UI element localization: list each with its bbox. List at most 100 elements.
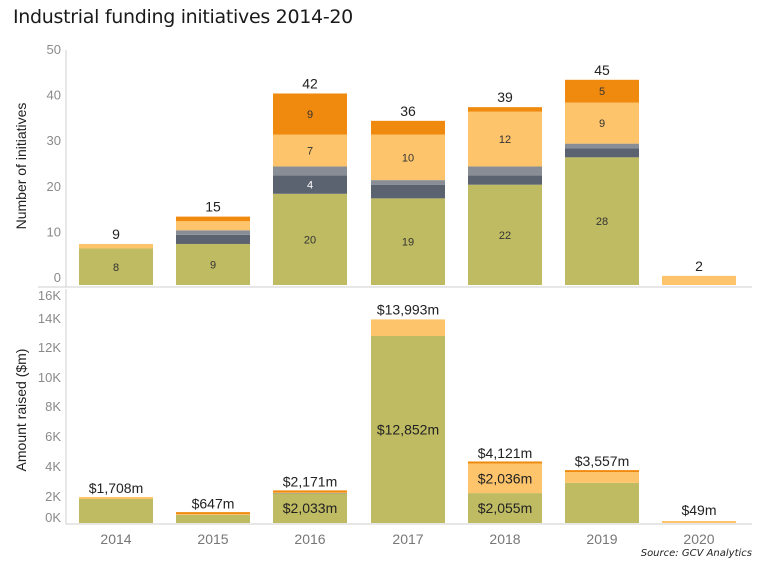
- y-tick-label: 20: [47, 179, 61, 194]
- bar-segment: [273, 493, 347, 523]
- bar-total-label: 42: [302, 75, 318, 91]
- bar-segment: [176, 230, 250, 235]
- bar-segment: [468, 493, 542, 523]
- bar-segment: [273, 175, 347, 194]
- bar-segment: [371, 198, 445, 285]
- bar-segment: [176, 512, 250, 515]
- x-tick-label: 2015: [197, 531, 228, 547]
- bar-segment: [565, 79, 639, 103]
- segment-value-label: 9: [307, 109, 313, 121]
- y-tick-label: 30: [47, 133, 61, 148]
- bar-segment: [273, 134, 347, 167]
- bar-segment: [371, 120, 445, 135]
- x-tick-label: 2017: [392, 531, 423, 547]
- x-tick-label: 2014: [100, 531, 131, 547]
- bar-segment: [176, 243, 250, 285]
- y-tick-label: 10: [47, 224, 61, 239]
- bar-total-label: 2: [695, 258, 703, 274]
- bar-total-label: 36: [400, 103, 416, 119]
- bar-segment: [273, 93, 347, 135]
- bar-segment: [565, 470, 639, 473]
- bar-segment: [468, 461, 542, 464]
- bar-total-label: 9: [112, 226, 120, 242]
- bar-segment: [565, 143, 639, 149]
- bar-segment: [565, 102, 639, 144]
- y-tick-label: 0K: [45, 510, 61, 525]
- segment-value-label: $2,055m: [478, 500, 532, 516]
- source-note: Source: GCV Analytics: [640, 548, 752, 559]
- segment-value-label: $12,852m: [377, 422, 439, 438]
- segment-value-label: 19: [402, 237, 414, 249]
- bar-total-label: $647m: [192, 496, 235, 512]
- y-axis-label: Number of initiatives: [13, 103, 29, 230]
- bar-total-label: 39: [497, 89, 513, 105]
- x-tick-label: 2019: [586, 531, 617, 547]
- segment-value-label: 20: [304, 234, 316, 246]
- amount-chart: 0K 2K 4K 6K 8K 10K 12K 14K 16K Amount raised ($m)…: [13, 288, 752, 547]
- y-tick-label: 16K: [38, 288, 61, 303]
- bar-segment: [273, 490, 347, 493]
- segment-value-label: $2,033m: [283, 500, 337, 516]
- bar-segment: [273, 193, 347, 285]
- segment-value-label: 5: [599, 86, 605, 98]
- bar-segment: [176, 514, 250, 523]
- y-tick-label: 0: [54, 270, 61, 285]
- segment-value-label: 9: [599, 118, 605, 130]
- bar-segment: [662, 275, 736, 285]
- y-tick-label: 4K: [45, 459, 61, 474]
- bar-segment: [371, 134, 445, 181]
- segment-value-label: $2,036m: [478, 470, 532, 486]
- segment-value-label: 4: [307, 180, 313, 192]
- bar-total-label: $2,171m: [283, 473, 337, 489]
- bar-segment: [468, 184, 542, 285]
- bar-segment: [273, 166, 347, 176]
- bar-segment: [79, 248, 153, 285]
- y-tick-label: 10K: [38, 370, 61, 385]
- bar-segment: [468, 175, 542, 185]
- bar-segment: [468, 463, 542, 494]
- bar-segment: [371, 319, 445, 337]
- bar-segment: [176, 234, 250, 244]
- bar-segment: [565, 157, 639, 285]
- segment-value-label: 7: [307, 145, 313, 157]
- bar-segment: [662, 521, 736, 523]
- chart-title: Industrial funding initiatives 2014-20: [13, 6, 353, 28]
- segment-value-label: 12: [499, 134, 511, 146]
- segment-value-label: 22: [499, 230, 511, 242]
- bar-segment: [468, 111, 542, 167]
- bar-segment: [176, 221, 250, 231]
- y-axis-label: Amount raised ($m): [13, 349, 29, 472]
- segment-value-label: 10: [402, 152, 414, 164]
- y-tick-label: 8K: [45, 399, 61, 414]
- bar-total-label: $49m: [681, 502, 716, 518]
- y-tick-label: 12K: [38, 340, 61, 355]
- x-tick-label: 2016: [294, 531, 325, 547]
- bar-segment: [79, 498, 153, 523]
- bar-segment: [468, 107, 542, 112]
- bar-segment: [371, 180, 445, 185]
- y-tick-label: 40: [47, 88, 61, 103]
- segment-value-label: 9: [210, 259, 216, 271]
- y-tick-label: 2K: [45, 489, 61, 504]
- bar-segment: [468, 166, 542, 176]
- bar-total-label: $3,557m: [575, 453, 629, 469]
- bar-total-label: 15: [205, 199, 221, 215]
- bar-segment: [565, 472, 639, 483]
- bar-total-label: $13,993m: [377, 301, 439, 317]
- bar-total-label: $4,121m: [478, 445, 532, 461]
- y-tick-label: 6K: [45, 429, 61, 444]
- segment-value-label: 8: [113, 262, 119, 274]
- bar-total-label: 45: [594, 62, 610, 78]
- bar-segment: [79, 496, 153, 499]
- bar-segment: [565, 482, 639, 523]
- segment-value-label: 28: [596, 216, 608, 228]
- bar-segment: [79, 243, 153, 249]
- bar-segment: [565, 148, 639, 158]
- x-tick-label: 2018: [489, 531, 520, 547]
- bar-total-label: $1,708m: [89, 480, 143, 496]
- y-tick-label: 50: [47, 42, 61, 57]
- bar-segment: [371, 336, 445, 523]
- x-tick-label: 2020: [683, 531, 714, 547]
